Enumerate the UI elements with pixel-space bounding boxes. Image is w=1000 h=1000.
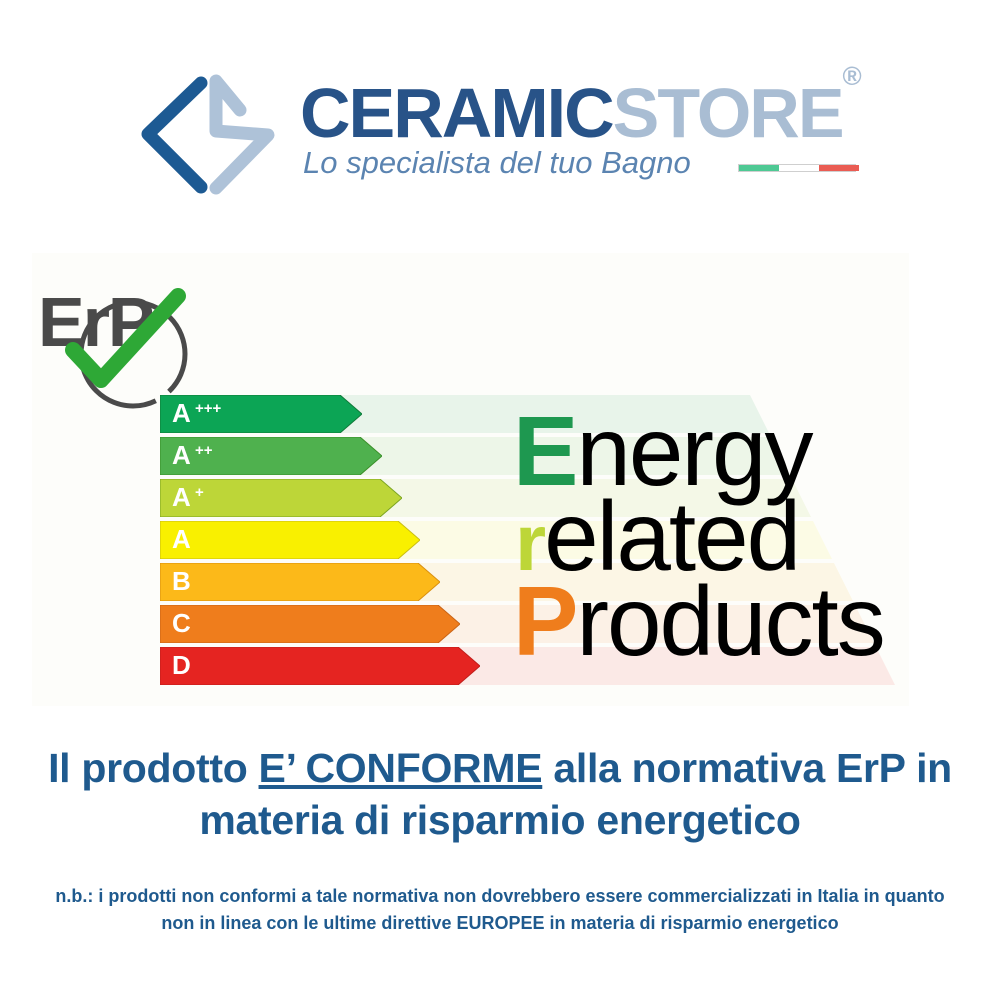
svg-text:B: B — [172, 566, 191, 596]
svg-text:D: D — [172, 650, 191, 680]
svg-text:C: C — [172, 608, 191, 638]
